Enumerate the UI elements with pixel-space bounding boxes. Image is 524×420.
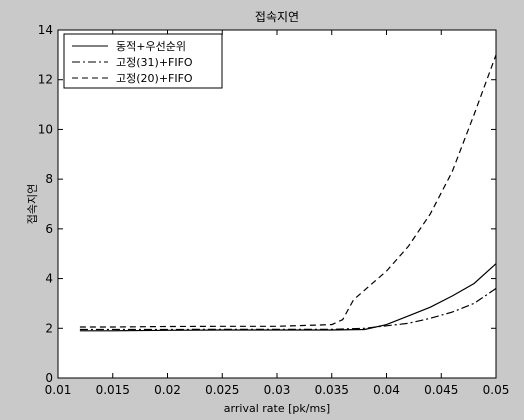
y-axis-title: 접속지연 <box>26 184 39 224</box>
legend-label-dynamic-priority: 동적+우선순위 <box>116 40 186 53</box>
series-line-dynamic-priority <box>79 263 497 332</box>
series-line-fixed-20-fifo <box>79 54 497 328</box>
y-tick-label: 0 <box>45 371 53 385</box>
legend-label-fixed-20-fifo: 고정(20)+FIFO <box>116 72 193 85</box>
x-tick-label: 0.025 <box>205 383 239 397</box>
y-tick-label: 4 <box>45 272 53 286</box>
series-lines <box>79 54 497 332</box>
y-tick-label: 10 <box>38 122 53 136</box>
legend: 동적+우선순위 고정(31)+FIFO 고정(20)+FIFO <box>63 33 223 89</box>
x-tick-label: 0.05 <box>483 383 510 397</box>
x-axis-ticks: 0.01 0.015 0.02 0.025 0.03 0.035 0.04 0.045 0.05 <box>45 30 510 397</box>
x-tick-label: 0.04 <box>373 383 400 397</box>
y-tick-label: 14 <box>38 23 53 37</box>
y-tick-label: 2 <box>45 321 53 335</box>
y-tick-label: 8 <box>45 172 53 186</box>
x-tick-label: 0.045 <box>424 383 458 397</box>
x-tick-label: 0.015 <box>96 383 130 397</box>
x-axis-title: arrival rate [pk/ms] <box>224 402 330 415</box>
series-line-fixed-31-fifo <box>79 288 497 331</box>
y-tick-label: 6 <box>45 222 53 236</box>
chart-title: 접속지연 <box>255 10 299 24</box>
x-tick-label: 0.02 <box>154 383 181 397</box>
y-axis-ticks: 0 2 4 6 8 10 12 14 <box>38 23 496 385</box>
x-tick-label: 0.03 <box>264 383 291 397</box>
x-tick-label: 0.035 <box>315 383 349 397</box>
y-tick-label: 12 <box>38 73 53 87</box>
legend-label-fixed-31-fifo: 고정(31)+FIFO <box>116 56 193 69</box>
x-tick-label: 0.01 <box>45 383 72 397</box>
legend-box <box>63 33 223 89</box>
